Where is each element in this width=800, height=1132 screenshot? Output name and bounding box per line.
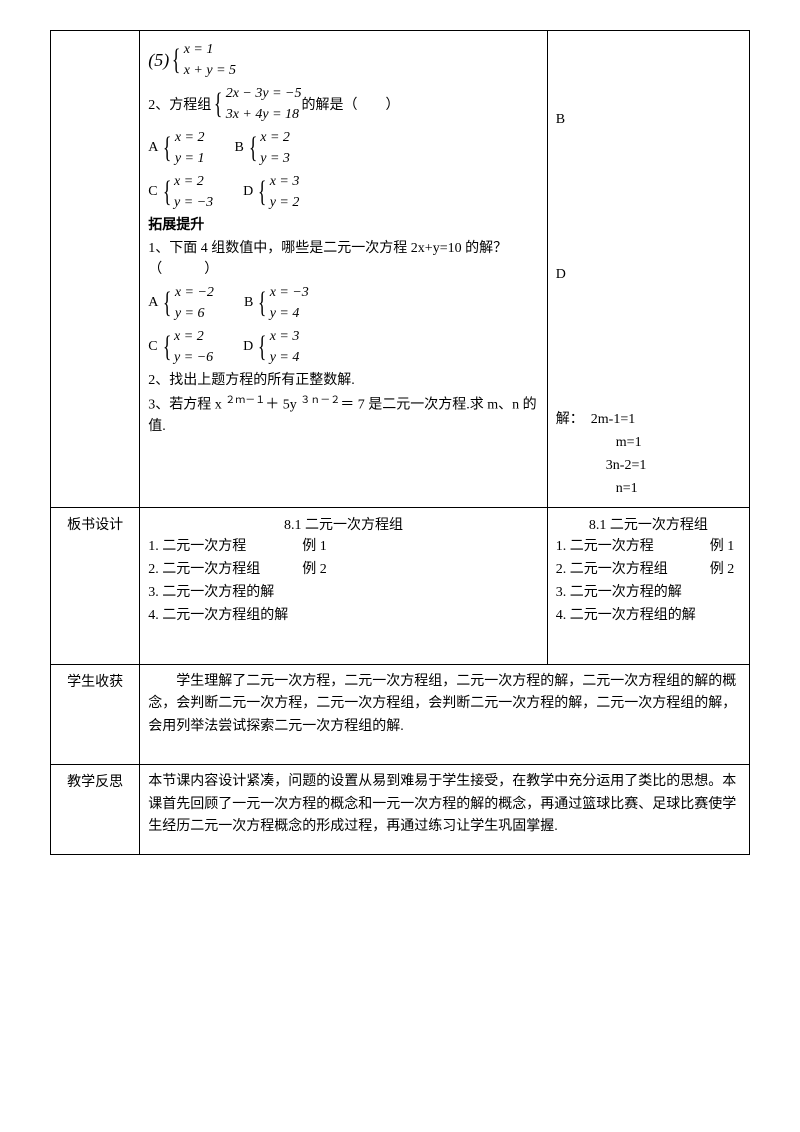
brace-icon: { <box>172 45 181 75</box>
opt-b-eq2: y = 3 <box>260 151 290 166</box>
sol-l4: n=1 <box>556 478 741 499</box>
student-gains-row: 学生收获 学生理解了二元一次方程，二元一次方程组，二元一次方程的解，二元一次方程… <box>51 665 750 765</box>
ext-q3b: ＋ 5y <box>265 398 300 413</box>
ext-d-eq2: y = 4 <box>270 350 300 365</box>
ext-options-ab: A { x = −2 y = 6 B { x = −3 y = 4 <box>148 282 538 324</box>
exercise-content-cell: (5) { x = 1 x + y = 5 2、方程组 { 2x − 3y = … <box>140 31 547 508</box>
q2-eq2: 3x + 4y = 18 <box>226 107 299 122</box>
bd-right-l1: 1. 二元一次方程 例 1 <box>556 536 741 557</box>
opt-a-eq2: y = 1 <box>175 151 205 166</box>
ext-b-eq2: y = 4 <box>270 306 300 321</box>
board-design-label: 板书设计 <box>51 508 140 665</box>
problem-5: (5) { x = 1 x + y = 5 <box>148 39 538 81</box>
opt-d-eq1: x = 3 <box>270 174 300 189</box>
ext-options-cd: C { x = 2 y = −6 D { x = 3 y = 4 <box>148 326 538 368</box>
q2-options-cd: C { x = 2 y = −3 D { x = 3 y = 2 <box>148 171 538 213</box>
opt-b-label: B <box>235 140 244 156</box>
ext-a-eq2: y = 6 <box>175 306 205 321</box>
ext-c-label: C <box>148 339 157 355</box>
bd-right-l2: 2. 二元一次方程组 例 2 <box>556 559 741 580</box>
q2-eq1: 2x − 3y = −5 <box>226 86 302 101</box>
brace-icon: { <box>258 288 267 318</box>
sol-l3: 3n-2=1 <box>556 455 741 476</box>
ext-q3: 3、若方程 x ２ｍ－１＋ 5y ３ｎ－２＝ 7 是二元一次方程.求 m、n 的… <box>148 393 538 437</box>
opt-c-eq1: x = 2 <box>174 174 204 189</box>
opt-b-eq1: x = 2 <box>260 130 290 145</box>
ext-c-eq1: x = 2 <box>174 329 204 344</box>
opt-c-label: C <box>148 184 157 200</box>
ext-d-label: D <box>243 339 253 355</box>
opt-d-label: D <box>243 184 253 200</box>
exercise-label-cell <box>51 31 140 508</box>
teaching-reflection-text: 本节课内容设计紧凑，问题的设置从易到难易于学生接受，在教学中充分运用了类比的思想… <box>148 771 741 838</box>
bd-right-l3: 3. 二元一次方程的解 <box>556 582 741 603</box>
sol-label: 解： <box>556 412 584 427</box>
ext-a-label: A <box>148 295 158 311</box>
q2-options-ab: A { x = 2 y = 1 B { x = 2 y = 3 <box>148 127 538 169</box>
board-design-row: 板书设计 8.1 二元一次方程组 1. 二元一次方程 例 1 2. 二元一次方程… <box>51 508 750 665</box>
bd-left-l1: 1. 二元一次方程 例 1 <box>148 536 538 557</box>
q2-prefix: 2、方程组 <box>148 94 211 114</box>
brace-icon: { <box>163 332 172 362</box>
sol-l1: 2m-1=1 <box>591 412 635 427</box>
opt-c-eq2: y = −3 <box>174 195 213 210</box>
ext-q1: 1、下面 4 组数值中，哪些是二元一次方程 2x+y=10 的解？（ ） <box>148 238 538 280</box>
opt-a-eq1: x = 2 <box>175 130 205 145</box>
teaching-reflection-row: 教学反思 本节课内容设计紧凑，问题的设置从易到难易于学生接受，在教学中充分运用了… <box>51 765 750 855</box>
answer-solution: 解： 2m-1=1 <box>556 409 741 430</box>
opt-a-label: A <box>148 140 158 156</box>
board-design-left: 8.1 二元一次方程组 1. 二元一次方程 例 1 2. 二元一次方程组 例 2… <box>140 508 547 665</box>
exercise-row: (5) { x = 1 x + y = 5 2、方程组 { 2x − 3y = … <box>51 31 750 508</box>
opt-d-eq2: y = 2 <box>270 195 300 210</box>
page-container: (5) { x = 1 x + y = 5 2、方程组 { 2x − 3y = … <box>50 30 750 855</box>
ext-q3-exp2: ３ｎ－２ <box>300 395 340 406</box>
teaching-reflection-cell: 本节课内容设计紧凑，问题的设置从易到难易于学生接受，在教学中充分运用了类比的思想… <box>140 765 750 855</box>
bd-right-l4: 4. 二元一次方程组的解 <box>556 605 741 626</box>
bd-left-l2: 2. 二元一次方程组 例 2 <box>148 559 538 580</box>
answer-d: D <box>556 264 741 285</box>
brace-icon: { <box>249 133 258 163</box>
p5-label: (5) <box>148 50 169 71</box>
brace-icon: { <box>214 89 223 119</box>
sol-l2: m=1 <box>556 432 741 453</box>
ext-a-eq1: x = −2 <box>175 285 214 300</box>
ext-d-eq1: x = 3 <box>270 329 300 344</box>
p5-eq2: x + y = 5 <box>184 63 236 78</box>
question-2: 2、方程组 { 2x − 3y = −5 3x + 4y = 18 的解是（ ） <box>148 83 538 125</box>
ext-q3a: 3、若方程 x <box>148 398 225 413</box>
answer-b: B <box>556 109 741 130</box>
bd-left-l3: 3. 二元一次方程的解 <box>148 582 538 603</box>
teaching-reflection-label: 教学反思 <box>51 765 140 855</box>
student-gains-text: 学生理解了二元一次方程，二元一次方程组，二元一次方程的解，二元一次方程组的解的概… <box>148 671 741 738</box>
student-gains-label: 学生收获 <box>51 665 140 765</box>
ext-q3-exp1: ２ｍ－１ <box>225 395 265 406</box>
ext-c-eq2: y = −6 <box>174 350 213 365</box>
brace-icon: { <box>163 177 172 207</box>
ext-q2: 2、找出上题方程的所有正整数解. <box>148 370 538 391</box>
brace-icon: { <box>258 177 267 207</box>
answers-cell: B D 解： 2m-1=1 m=1 3n-2=1 n=1 <box>547 31 749 508</box>
bd-left-title: 8.1 二元一次方程组 <box>148 514 538 534</box>
board-design-right: 8.1 二元一次方程组 1. 二元一次方程 例 1 2. 二元一次方程组 例 2… <box>547 508 749 665</box>
bd-right-title: 8.1 二元一次方程组 <box>556 514 741 534</box>
extension-title: 拓展提升 <box>148 215 538 236</box>
brace-icon: { <box>163 133 172 163</box>
student-gains-cell: 学生理解了二元一次方程，二元一次方程组，二元一次方程的解，二元一次方程组的解的概… <box>140 665 750 765</box>
main-table: (5) { x = 1 x + y = 5 2、方程组 { 2x − 3y = … <box>50 30 750 855</box>
p5-eq1: x = 1 <box>184 42 214 57</box>
ext-b-label: B <box>244 295 253 311</box>
brace-icon: { <box>163 288 172 318</box>
brace-icon: { <box>258 332 267 362</box>
bd-left-l4: 4. 二元一次方程组的解 <box>148 605 538 626</box>
q2-suffix: 的解是（ ） <box>301 94 399 114</box>
ext-b-eq1: x = −3 <box>270 285 309 300</box>
